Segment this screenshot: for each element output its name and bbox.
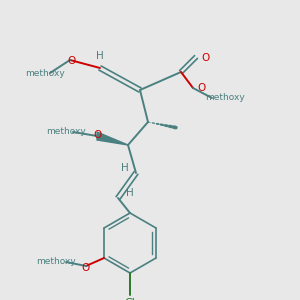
Text: O: O: [81, 263, 89, 273]
Text: H: H: [121, 163, 129, 173]
Text: H: H: [96, 51, 104, 61]
Text: methoxy: methoxy: [36, 257, 76, 266]
Text: H: H: [126, 188, 134, 198]
Text: Cl: Cl: [124, 298, 135, 300]
Text: methoxy: methoxy: [25, 68, 65, 77]
Text: O: O: [67, 56, 75, 66]
Text: methoxy: methoxy: [205, 94, 245, 103]
Text: methoxy: methoxy: [46, 128, 86, 136]
Polygon shape: [97, 132, 128, 145]
Text: O: O: [197, 83, 205, 93]
Text: O: O: [94, 130, 102, 140]
Text: O: O: [201, 53, 209, 63]
